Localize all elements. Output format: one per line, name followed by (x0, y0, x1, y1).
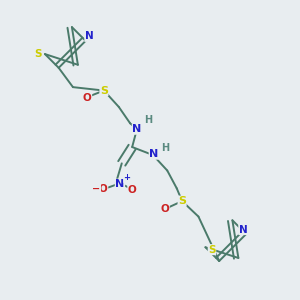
Text: N: N (239, 225, 248, 235)
Text: N: N (85, 32, 94, 41)
Text: O: O (128, 185, 136, 195)
Text: N: N (149, 149, 158, 159)
Text: −: − (92, 184, 101, 194)
Text: H: H (144, 115, 152, 125)
Text: +: + (124, 173, 130, 182)
Text: S: S (35, 49, 42, 59)
Text: N: N (116, 179, 124, 189)
Text: H: H (161, 142, 169, 153)
Text: O: O (160, 204, 169, 214)
Text: S: S (208, 244, 216, 255)
Text: O: O (83, 93, 92, 103)
Text: N: N (132, 124, 142, 134)
Text: S: S (100, 85, 108, 96)
Text: O: O (99, 184, 108, 194)
Text: S: S (178, 196, 186, 206)
